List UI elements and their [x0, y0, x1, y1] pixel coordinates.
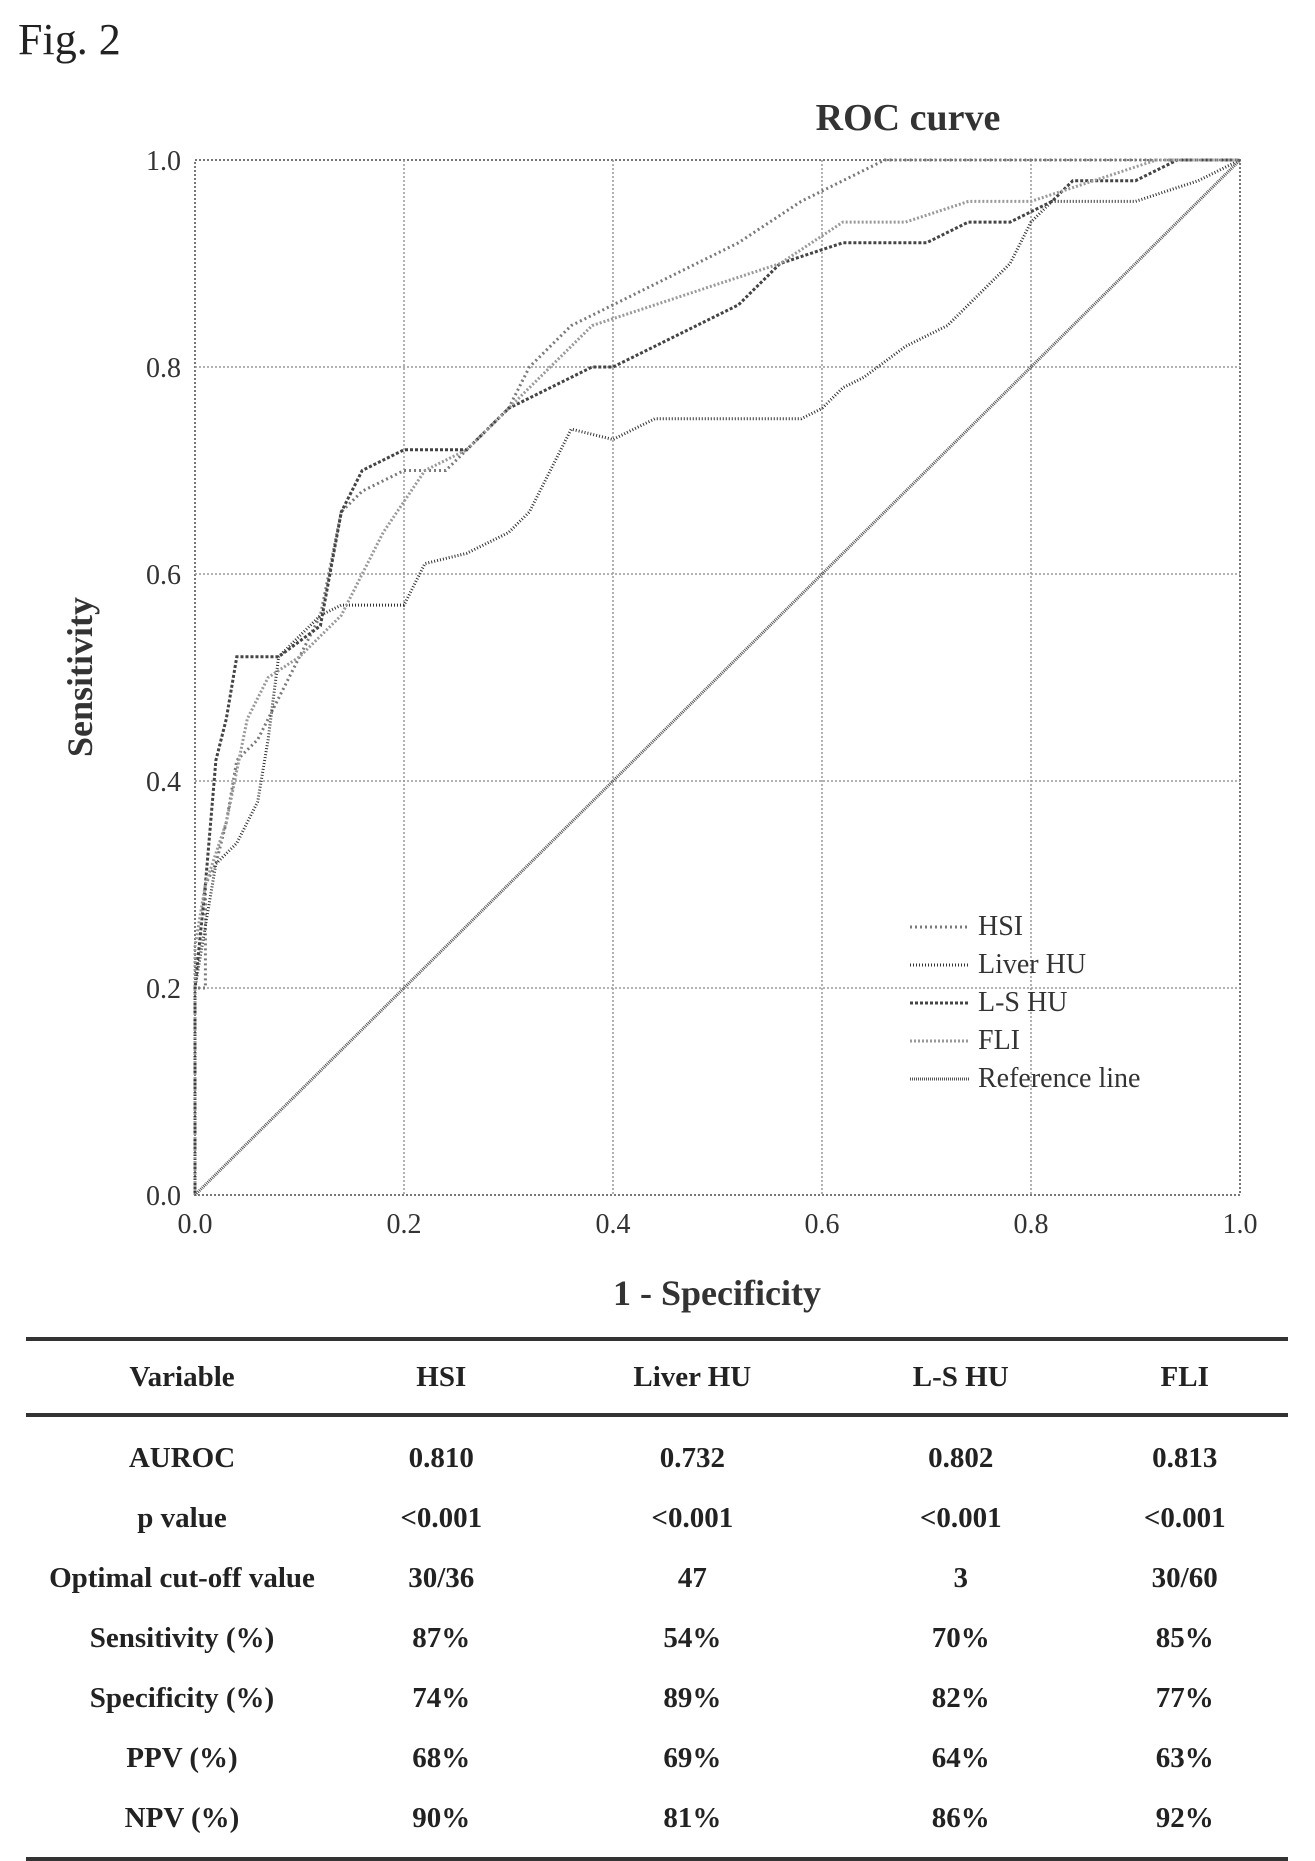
roc-chart: 0.0 0.2 0.4 0.6 0.8 1.0 0.0 0.2 0.4 0.6 0.8 1.0 ROC …	[60, 97, 1258, 1313]
table-cell: 90%	[338, 1788, 545, 1861]
table-row: Sensitivity (%) 87% 54% 70% 85%	[26, 1608, 1288, 1668]
table-cell: <0.001	[651, 1501, 734, 1534]
legend-label: Liver HU	[978, 949, 1086, 980]
roc-chart-svg: 0.0 0.2 0.4 0.6 0.8 1.0 0.0 0.2 0.4 0.6 0.8 1.0 ROC …	[60, 97, 1258, 1313]
figure-label: Fig. 2	[18, 15, 121, 64]
x-tick-label: 0.4	[596, 1209, 631, 1240]
table-header-cell: Liver HU	[544, 1337, 841, 1417]
table-cell: 92%	[1081, 1788, 1288, 1861]
table-cell: 68%	[412, 1741, 471, 1774]
table-cell: 69%	[663, 1741, 722, 1774]
table-row-label: Specificity (%)	[89, 1681, 275, 1714]
series-line	[193, 158, 1240, 1195]
table-header-row: Variable HSI Liver HU L-S HU FLI	[26, 1337, 1288, 1417]
y-tick-label: 0.2	[146, 974, 181, 1005]
table-cell: 64%	[931, 1741, 990, 1774]
table-cell: <0.001	[400, 1501, 483, 1534]
table-row: AUROC 0.810 0.732 0.802 0.813	[26, 1415, 1288, 1488]
table-cell: <0.001	[1143, 1501, 1226, 1534]
results-table: Variable HSI Liver HU L-S HU FLI AUROC 0…	[26, 1337, 1288, 1861]
table-header-cell: FLI	[1081, 1337, 1288, 1417]
table-row-label: p value	[137, 1501, 227, 1534]
table-cell: 0.732	[659, 1441, 725, 1474]
y-axis-label: Sensitivity	[60, 597, 100, 757]
legend-label: L-S HU	[978, 987, 1067, 1018]
table-row-label: PPV (%)	[126, 1741, 238, 1774]
x-tick-label: 0.6	[805, 1209, 840, 1240]
table-cell: 89%	[663, 1681, 722, 1714]
y-tick-label: 0.4	[146, 767, 181, 798]
table-cell: 3	[953, 1561, 968, 1594]
table-cell: 74%	[412, 1681, 471, 1714]
table-cell: 77%	[1155, 1681, 1214, 1714]
table-row: Specificity (%) 74% 89% 82% 77%	[26, 1668, 1288, 1728]
legend-label: FLI	[978, 1025, 1020, 1056]
x-tick-label: 0.8	[1014, 1209, 1049, 1240]
table-cell: 0.802	[928, 1441, 994, 1474]
table-cell: 81%	[544, 1788, 841, 1861]
table-cell: 47	[677, 1561, 707, 1594]
table-row-label: Sensitivity (%)	[89, 1621, 275, 1654]
table-row-label: Optimal cut-off value	[49, 1561, 315, 1594]
series-line	[193, 158, 1241, 1195]
table-cell: 54%	[663, 1621, 722, 1654]
table-header-cell: HSI	[338, 1337, 545, 1417]
table-cell: 0.813	[1152, 1441, 1218, 1474]
table-header-cell: Variable	[26, 1337, 338, 1417]
x-tick-label: 1.0	[1223, 1209, 1258, 1240]
series-line	[193, 158, 1240, 1195]
table-cell: 82%	[931, 1681, 990, 1714]
table-row: NPV (%) 90% 81% 86% 92%	[26, 1788, 1288, 1861]
legend-label: Reference line	[978, 1063, 1140, 1094]
legend-label: HSI	[978, 911, 1023, 942]
x-tick-label: 0.2	[387, 1209, 422, 1240]
x-tick-label: 0.0	[178, 1209, 213, 1240]
chart-title: ROC curve	[816, 97, 1001, 139]
table-header-cell: L-S HU	[840, 1337, 1082, 1417]
x-axis-label: 1 - Specificity	[613, 1273, 821, 1313]
table-row-label: NPV (%)	[26, 1788, 338, 1861]
table-row: Optimal cut-off value 30/36 47 3 30/60	[26, 1548, 1288, 1608]
y-tick-label: 1.0	[146, 146, 181, 177]
series-line	[193, 158, 1240, 1195]
table-cell: 30/36	[408, 1561, 475, 1594]
table-cell: 0.810	[408, 1441, 474, 1474]
table-row-label: AUROC	[128, 1441, 236, 1474]
table-cell: 30/60	[1151, 1561, 1218, 1594]
table-row: PPV (%) 68% 69% 64% 63%	[26, 1728, 1288, 1788]
y-tick-label: 0.8	[146, 353, 181, 384]
table-row: p value <0.001 <0.001 <0.001 <0.001	[26, 1488, 1288, 1548]
y-tick-label: 0.0	[146, 1181, 181, 1212]
table-cell: 85%	[1155, 1621, 1214, 1654]
table-cell: 87%	[412, 1621, 471, 1654]
table-cell: 86%	[840, 1788, 1082, 1861]
table-cell: <0.001	[919, 1501, 1002, 1534]
y-tick-label: 0.6	[146, 560, 181, 591]
table-cell: 63%	[1155, 1741, 1214, 1774]
table-cell: 70%	[931, 1621, 990, 1654]
